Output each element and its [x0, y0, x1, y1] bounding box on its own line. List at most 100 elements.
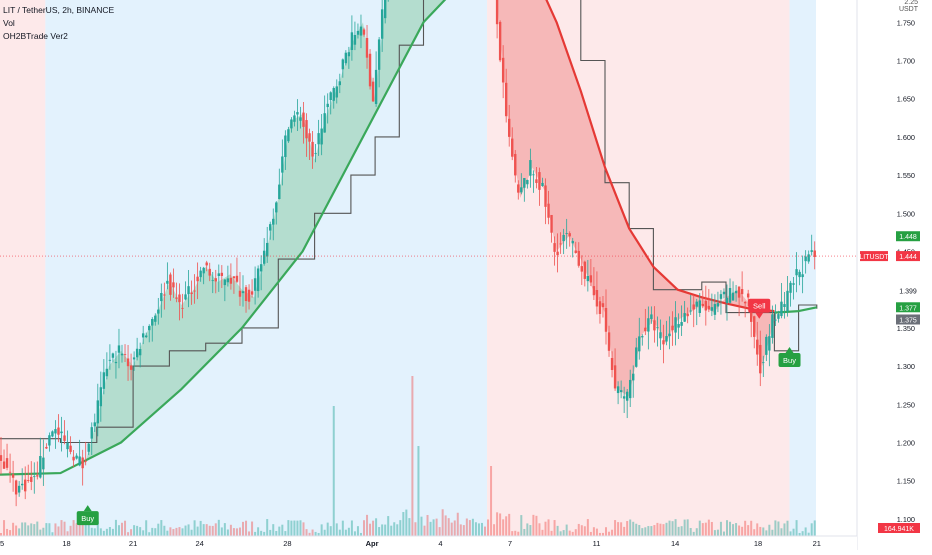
volume-bar: [490, 466, 493, 536]
price-tick-label: 1.600: [897, 133, 915, 142]
candle-body: [275, 202, 278, 213]
volume-bar: [810, 523, 813, 536]
candle-body: [208, 268, 211, 276]
candle-body: [613, 365, 617, 389]
price-axis[interactable]: [857, 0, 932, 550]
candle-body: [117, 345, 121, 353]
candle-body: [175, 297, 178, 299]
price-tick-label: 1.350: [897, 324, 915, 333]
volume-bar: [278, 526, 281, 536]
volume-bar: [320, 524, 323, 536]
volume-bar: [462, 525, 465, 536]
candle-body: [93, 422, 96, 427]
volume-bar: [257, 527, 260, 536]
candle-body: [235, 275, 239, 282]
volume-bar: [148, 532, 151, 536]
candle-body: [538, 172, 541, 190]
candle-body: [650, 314, 653, 319]
volume-bar: [199, 520, 202, 536]
candle-body: [66, 442, 69, 450]
volume-bar: [544, 521, 547, 536]
candle-body: [272, 218, 275, 225]
signal-buy-badge[interactable]: [778, 353, 801, 367]
candle-body: [804, 256, 807, 262]
candle-body: [105, 368, 109, 377]
volume-bar: [157, 523, 160, 536]
volume-bar: [299, 520, 302, 536]
volume-bar: [329, 526, 332, 536]
candle-body: [771, 314, 774, 338]
candle-body: [698, 300, 701, 313]
candle-body: [595, 289, 599, 307]
volume-bar: [565, 524, 568, 536]
candle-body: [656, 327, 659, 329]
volume-indicator-label[interactable]: Vol: [3, 18, 15, 28]
volume-bar: [266, 519, 269, 536]
volume-bar: [235, 528, 238, 536]
volume-bar: [296, 520, 299, 536]
price-tick-label: 1.200: [897, 439, 915, 448]
symbol-title[interactable]: LIT / TetherUS, 2h, BINANCE: [3, 5, 115, 15]
candle-body: [241, 291, 245, 294]
candle-body: [374, 69, 378, 104]
candle-body: [232, 276, 236, 279]
candle-body: [108, 359, 112, 361]
candle-body: [716, 303, 720, 307]
time-tick-label: 21: [813, 539, 821, 548]
candle-body: [250, 291, 254, 295]
volume-bar: [127, 532, 130, 536]
volume-bar: [798, 532, 801, 536]
bull-ma-price-label-box: [896, 302, 920, 313]
volume-bar: [220, 527, 223, 536]
volume-bar: [592, 527, 595, 536]
volume-bar: [124, 520, 127, 536]
candle-body: [42, 457, 45, 470]
candle-body: [36, 475, 39, 477]
volume-bar: [178, 527, 181, 536]
signal-buy-pointer: [83, 505, 92, 512]
candle-body: [48, 435, 51, 446]
candle-body: [556, 251, 559, 256]
candle-body: [601, 303, 605, 308]
volume-bar: [620, 522, 623, 536]
candle-body: [196, 276, 199, 282]
candle-body: [592, 286, 596, 296]
volume-bar: [804, 527, 807, 536]
volume-bar: [716, 529, 719, 536]
chart-legend: LIT / TetherUS, 2h, BINANCE Vol OH2BTrad…: [3, 4, 114, 43]
volume-bar: [238, 527, 241, 536]
volume-bar: [260, 530, 263, 536]
time-axis[interactable]: [0, 536, 857, 550]
candle-body: [169, 274, 172, 295]
volume-bar: [42, 527, 45, 536]
signal-buy-badge[interactable]: [76, 511, 99, 526]
candle-body: [365, 37, 369, 58]
candle-body: [356, 30, 360, 35]
candle-body: [193, 290, 196, 292]
volume-bar: [117, 525, 120, 536]
volume-bar: [314, 531, 317, 536]
volume-bar: [154, 528, 157, 536]
candle-body: [163, 294, 166, 296]
candle-body: [520, 187, 523, 193]
strategy-indicator-label[interactable]: OH2BTrade Ver2: [3, 31, 68, 41]
volume-bar: [429, 521, 432, 536]
time-tick-label: 18: [754, 539, 762, 548]
volume-bar: [538, 523, 541, 536]
volume-bar: [33, 524, 36, 536]
signal-sell-badge[interactable]: [748, 298, 771, 313]
candle-body: [680, 322, 683, 326]
volume-bar: [151, 527, 154, 536]
candle-body: [571, 240, 574, 244]
volume-bar: [163, 525, 166, 536]
volume-bar: [529, 525, 532, 536]
volume-bar: [272, 524, 275, 536]
candle-body: [8, 471, 12, 473]
candle-body: [178, 294, 181, 303]
candle-body: [154, 315, 157, 322]
volume-bar: [136, 525, 139, 536]
volume-bar: [105, 528, 108, 536]
candle-body: [713, 304, 717, 315]
